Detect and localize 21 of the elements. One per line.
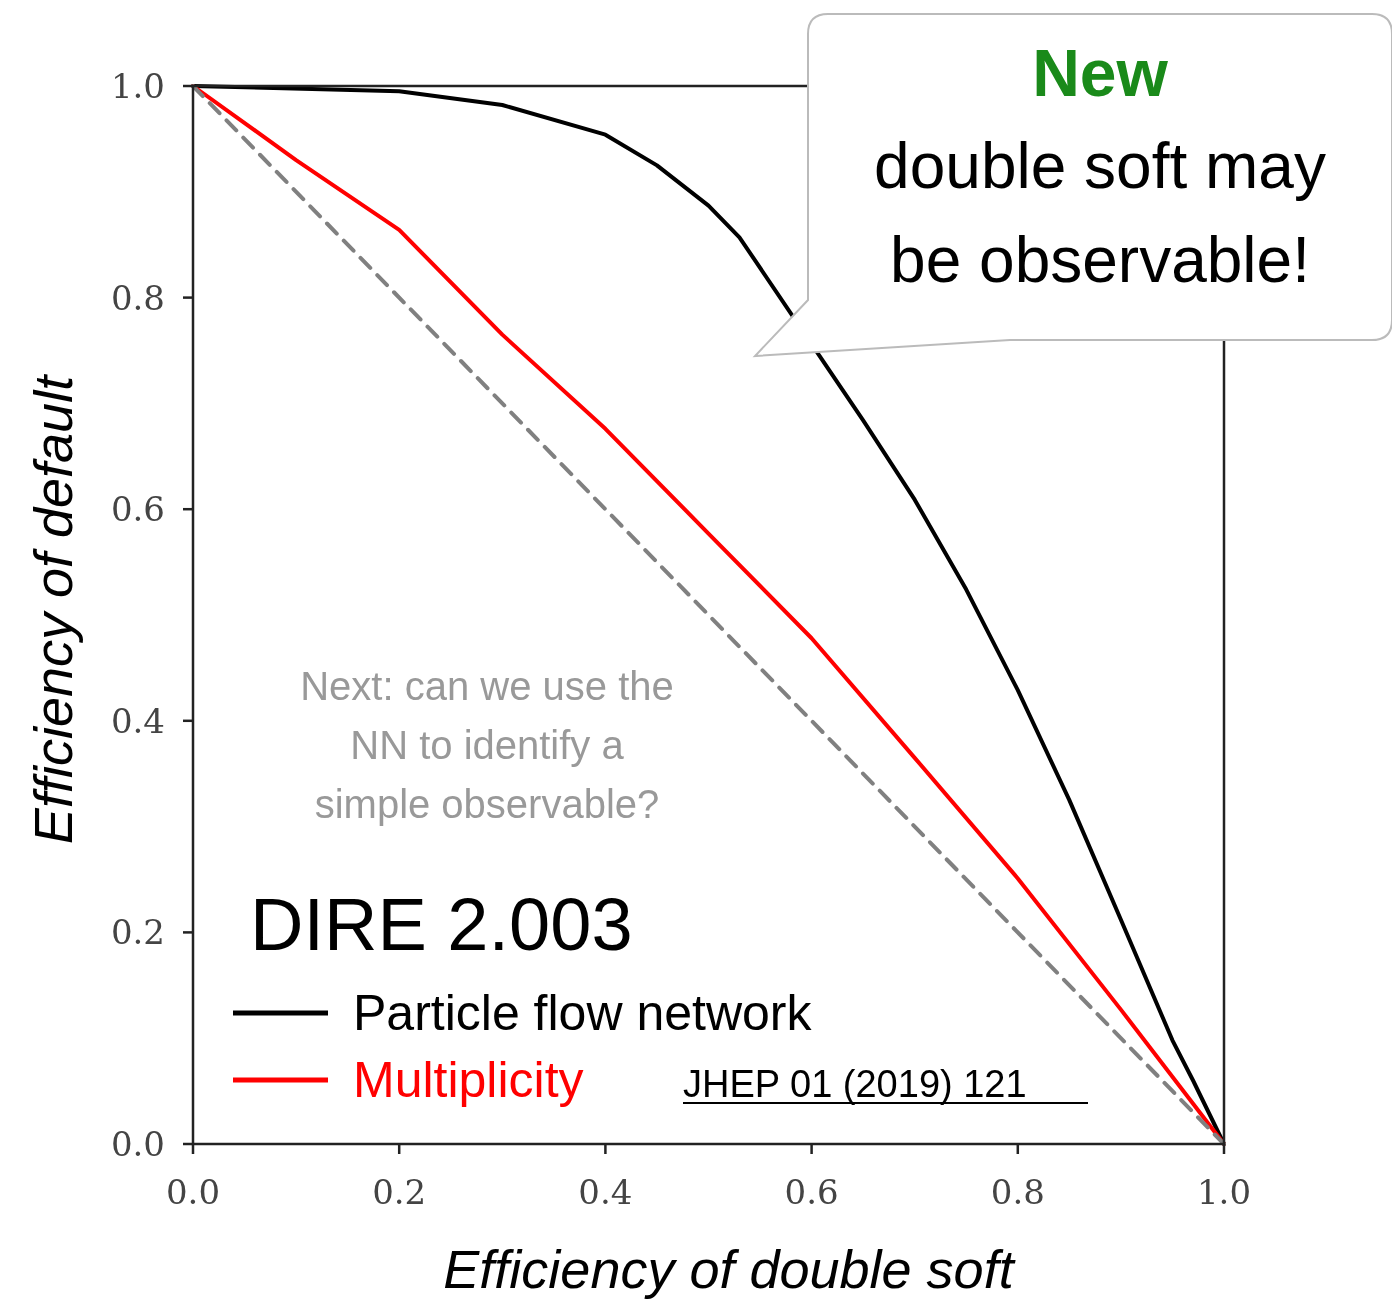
annotation: Next: can we use the NN to identify a simple observable?	[300, 664, 674, 826]
annotation: JHEP 01 (2019) 121	[683, 1063, 1027, 1105]
x-axis-title: Efficiency of double soft	[443, 1239, 1016, 1299]
y-tick-label: 1.0	[110, 66, 165, 106]
y-axis-title: Efficiency of default	[23, 373, 83, 845]
x-tick-label: 0.4	[578, 1172, 633, 1212]
legend-label: Multiplicity	[353, 1052, 584, 1108]
y-tick-label: 0.8	[110, 277, 165, 318]
annotation: double soft may be observable!	[874, 130, 1326, 296]
y-tick-label: 0.6	[110, 489, 165, 530]
x-tick-label: 1.0	[1196, 1172, 1252, 1212]
x-tick-label: 0.8	[990, 1172, 1045, 1212]
x-tick-label: 0.0	[165, 1172, 221, 1212]
x-tick-label: 0.6	[784, 1172, 839, 1212]
annotation: New	[1032, 36, 1169, 110]
y-tick-label: 0.0	[110, 1124, 165, 1164]
x-tick-label: 0.2	[372, 1172, 427, 1212]
y-tick-label: 0.4	[110, 700, 165, 741]
annotation: DIRE 2.003	[250, 883, 633, 966]
y-tick-label: 0.2	[110, 912, 165, 953]
legend-label: Particle flow network	[353, 985, 813, 1041]
